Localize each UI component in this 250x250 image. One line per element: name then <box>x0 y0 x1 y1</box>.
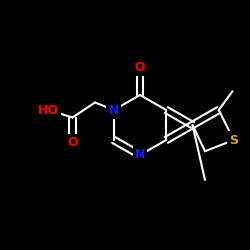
Text: S: S <box>229 134 238 146</box>
Text: N: N <box>108 104 119 117</box>
Text: O: O <box>67 136 78 149</box>
Text: N: N <box>135 148 145 162</box>
Text: O: O <box>135 61 145 74</box>
Text: HO: HO <box>38 104 59 117</box>
